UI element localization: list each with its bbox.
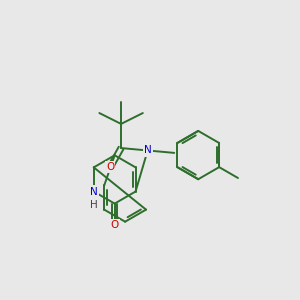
Text: N: N xyxy=(90,187,98,196)
Text: O: O xyxy=(110,220,119,230)
Text: H: H xyxy=(90,200,98,210)
Text: N: N xyxy=(144,146,152,155)
Text: O: O xyxy=(106,162,114,172)
